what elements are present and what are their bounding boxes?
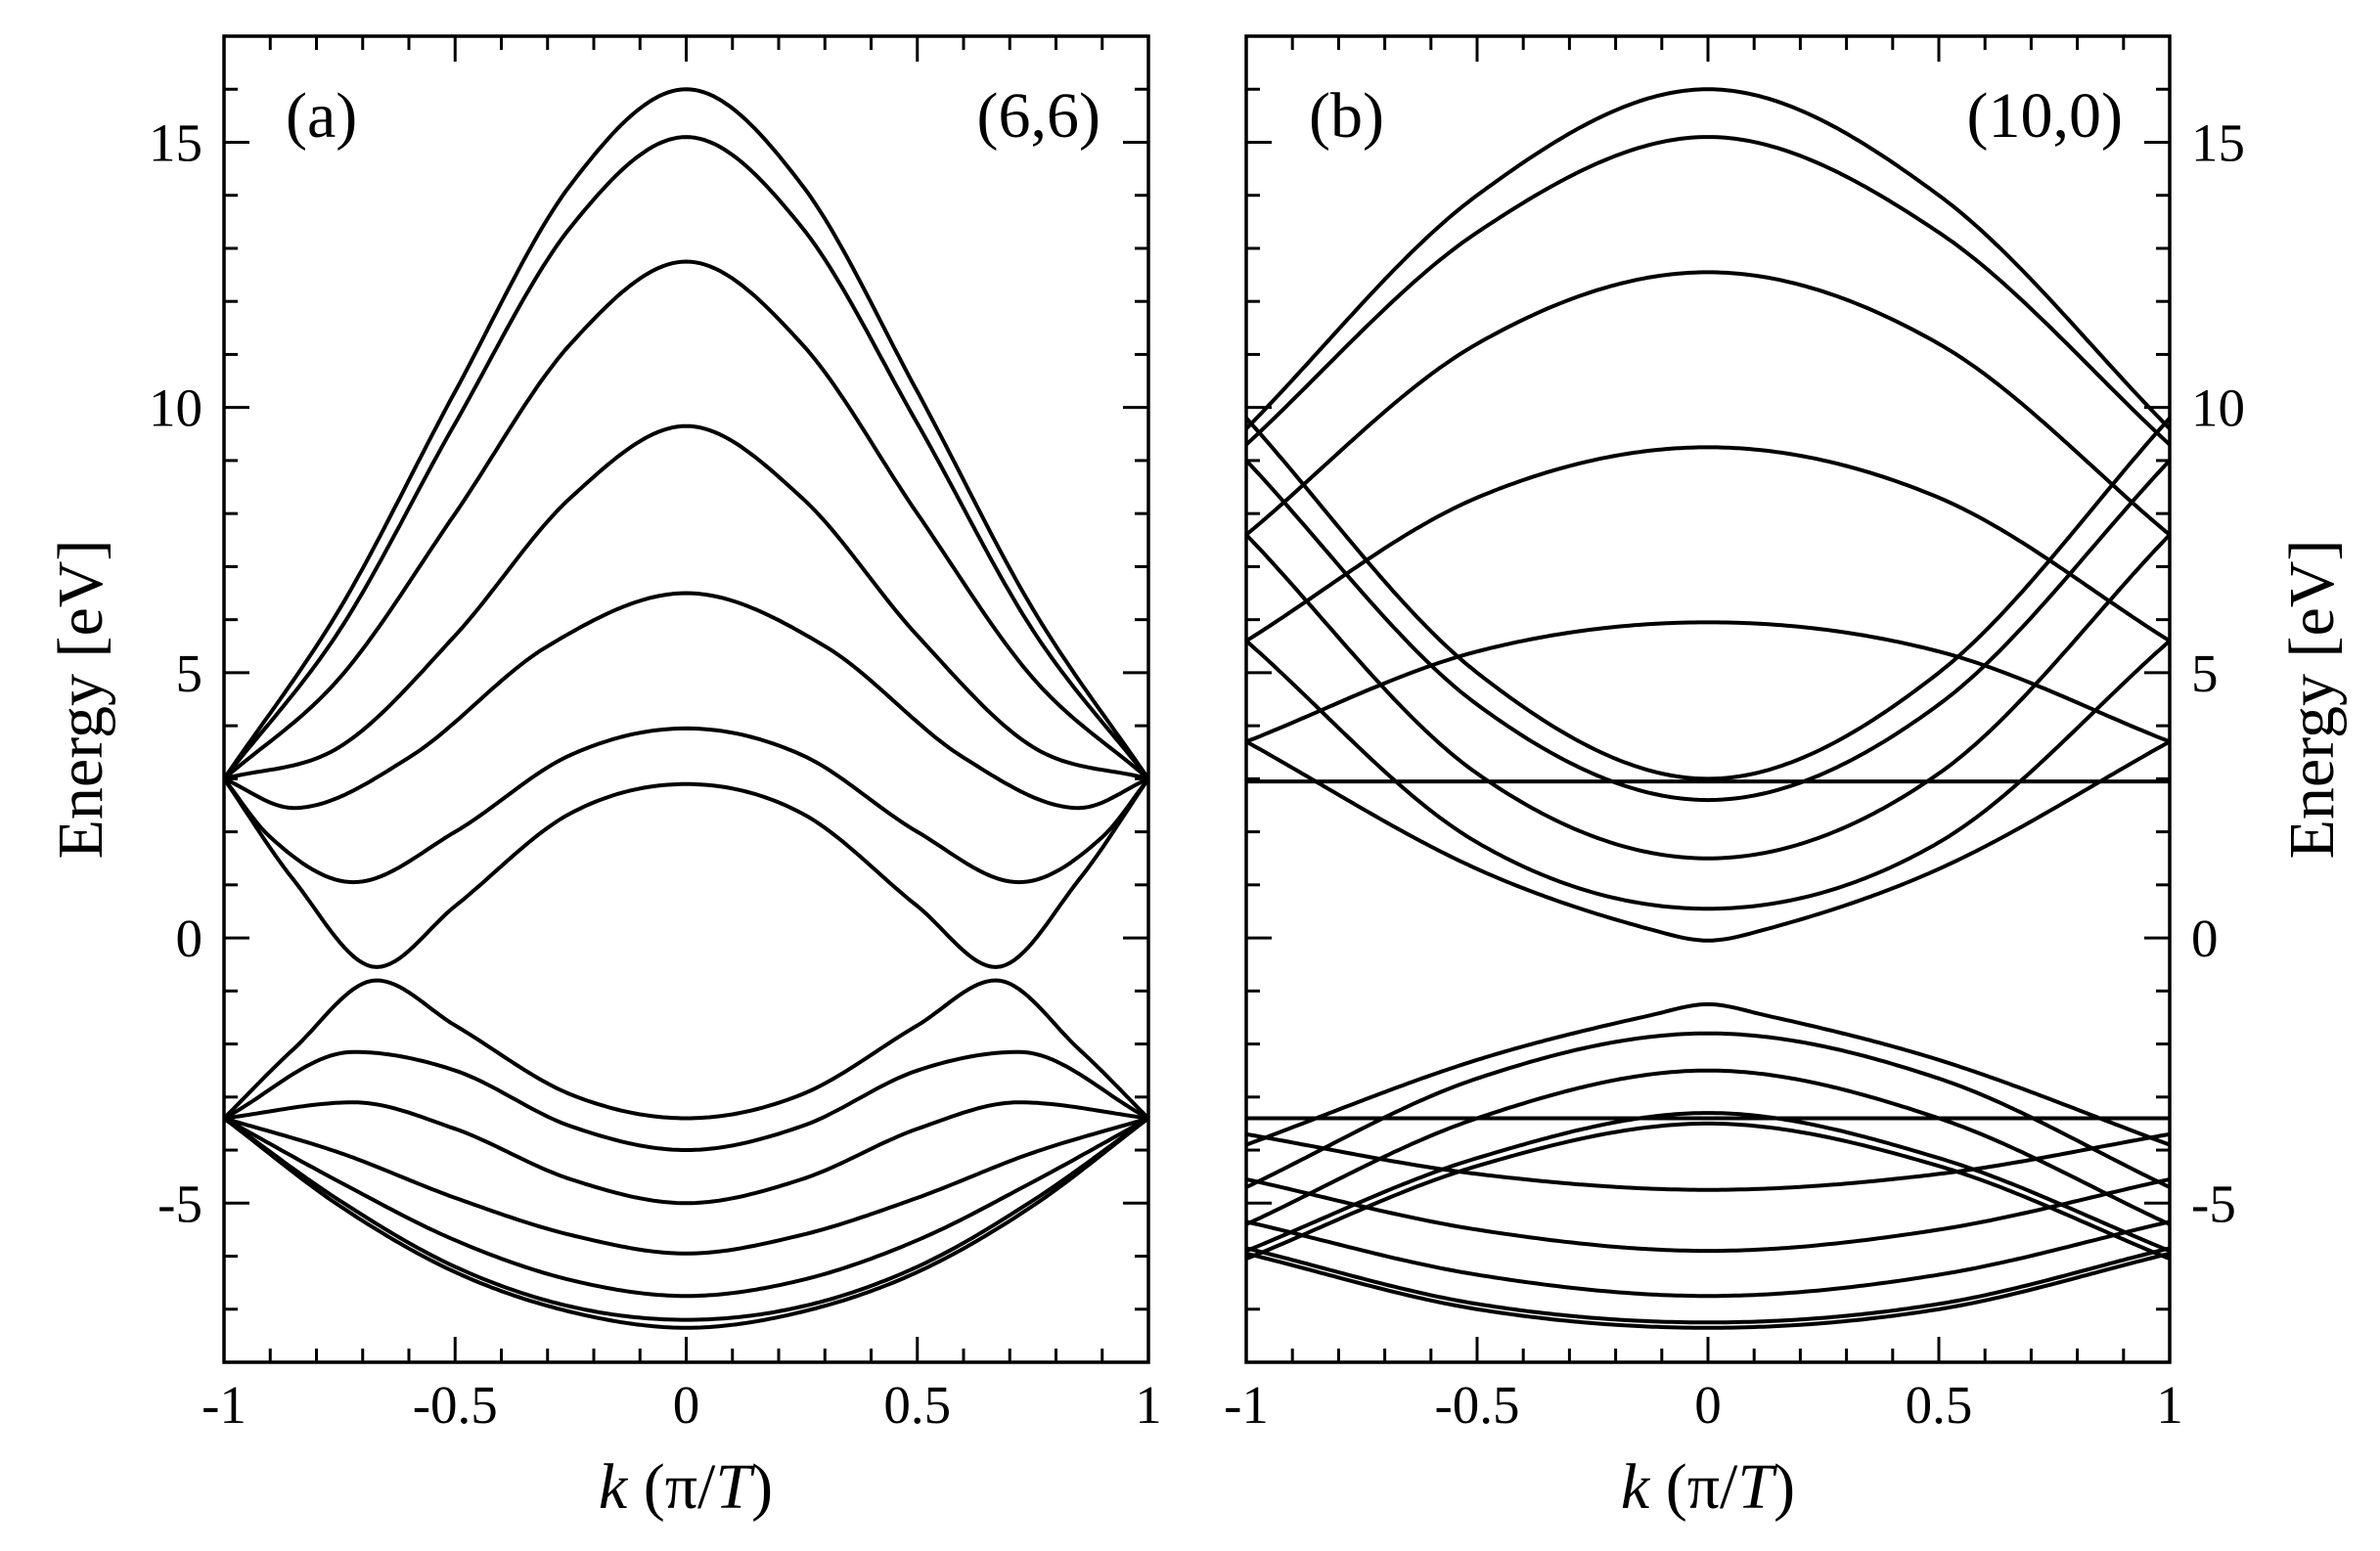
panel-a-xlabel-mid: (π/ bbox=[627, 1451, 716, 1523]
panel-b-xtick-label: 0.5 bbox=[1906, 1375, 1973, 1435]
panel-b-band-11 bbox=[1245, 1001, 2171, 1147]
panel-b-ytick-label: 10 bbox=[2191, 378, 2245, 438]
panel-b-zigzag-10-0: -1 -0.5 0 0.5 1 -5 0 5 10 15 (b) (10,0) Energy [e… bbox=[1224, 34, 2348, 1523]
panel-b-band-15 bbox=[1245, 1121, 2171, 1262]
panel-a-xtick-label: 0.5 bbox=[883, 1375, 951, 1435]
panel-b-band-17 bbox=[1245, 1176, 2171, 1254]
panel-b-xlabel: k (π/T) bbox=[1621, 1451, 1795, 1523]
panel-a-xtick-label: 1 bbox=[1135, 1375, 1162, 1435]
panel-b-xtick-label: 1 bbox=[2156, 1375, 2183, 1435]
panel-b-xlabel-close: ) bbox=[1774, 1451, 1795, 1523]
panel-b-band-19 bbox=[1245, 1246, 2171, 1325]
panel-b-band-2 bbox=[1244, 135, 2172, 447]
panel-b-band-16 bbox=[1245, 1131, 2171, 1192]
panel-b-band-12 bbox=[1245, 1031, 2171, 1189]
panel-a-xtick-label: 0 bbox=[673, 1375, 700, 1435]
panel-a-band-7 bbox=[222, 777, 1150, 969]
panel-b-band-4 bbox=[1244, 445, 2172, 643]
panel-b-band-13 bbox=[1245, 1068, 2171, 1226]
panel-b-xlabel-k: k bbox=[1621, 1451, 1651, 1523]
panel-b-frame bbox=[1244, 34, 2172, 1364]
panel-a-band-10 bbox=[223, 1100, 1149, 1206]
panel-b-band-9 bbox=[1244, 639, 2172, 911]
panel-b-band-5 bbox=[1245, 620, 2171, 744]
panel-a-band-13 bbox=[222, 1116, 1150, 1322]
panel-a-xlabel-T: T bbox=[715, 1451, 755, 1523]
panel-a-band-14 bbox=[222, 1116, 1150, 1330]
panel-a-band-2 bbox=[222, 135, 1150, 780]
panel-a-frame bbox=[222, 34, 1150, 1364]
panel-a-armchair-6-6: -1 -0.5 0 0.5 1 -5 0 5 10 15 (a) (6,6) Energy [eV… bbox=[45, 34, 1162, 1523]
panel-a-ticks: -1 -0.5 0 0.5 1 -5 0 5 10 15 bbox=[149, 34, 1162, 1435]
panel-b-ytick-label: 0 bbox=[2191, 908, 2219, 968]
panel-a-xlabel-k: k bbox=[599, 1451, 629, 1523]
panel-b-xtick-label: 0 bbox=[1694, 1375, 1722, 1435]
panel-a-xtick-label: -0.5 bbox=[413, 1375, 498, 1435]
panel-a-band-1 bbox=[222, 87, 1150, 780]
panel-b-ytick-label: -5 bbox=[2191, 1174, 2236, 1233]
panel-b-band-8 bbox=[1244, 533, 2172, 861]
panel-b-ytick-label: 5 bbox=[2191, 643, 2219, 703]
panel-a-band-4 bbox=[223, 423, 1149, 781]
panel-b-title: (10,0) bbox=[1967, 80, 2123, 152]
panel-b-xtick-label: -1 bbox=[1224, 1375, 1269, 1435]
panel-b-band-6 bbox=[1244, 417, 2172, 781]
panel-a-band-8 bbox=[222, 978, 1150, 1121]
panel-b-xtick-label: -0.5 bbox=[1434, 1375, 1519, 1435]
panel-a-band-5 bbox=[223, 591, 1149, 811]
panel-b-band-20 bbox=[1245, 1251, 2171, 1330]
panel-a-ylabel: Energy [eV] bbox=[45, 540, 116, 860]
panel-a-title: (6,6) bbox=[977, 80, 1100, 152]
panel-a-xlabel: k (π/T) bbox=[599, 1451, 773, 1523]
panel-a-ytick-label: 0 bbox=[176, 908, 203, 968]
panel-a-ytick-label: 5 bbox=[176, 643, 203, 703]
panel-b-band-10 bbox=[1245, 739, 2171, 943]
panel-a-xtick-label: -1 bbox=[202, 1375, 247, 1435]
panel-b-label: (b) bbox=[1309, 80, 1384, 152]
panel-b-bands bbox=[1244, 87, 2172, 1330]
panel-b-ylabel: Energy [eV] bbox=[2276, 540, 2348, 860]
panel-a-band-3 bbox=[222, 259, 1150, 780]
panel-a-ytick-label: -5 bbox=[157, 1174, 202, 1233]
panel-a-band-12 bbox=[223, 1116, 1149, 1299]
panel-a-band-11 bbox=[223, 1116, 1149, 1256]
panel-a-band-6 bbox=[222, 726, 1150, 885]
panel-b-band-1 bbox=[1244, 87, 2172, 430]
panel-b-band-3 bbox=[1244, 270, 2172, 537]
panel-b-band-14 bbox=[1245, 1111, 2171, 1253]
panel-b-xlabel-mid: (π/ bbox=[1649, 1451, 1738, 1523]
panel-a-ytick-label: 15 bbox=[149, 112, 202, 172]
panel-b-ytick-label: 15 bbox=[2191, 112, 2245, 172]
panel-b-band-7 bbox=[1244, 459, 2172, 803]
panel-a-ytick-label: 10 bbox=[149, 378, 202, 438]
panel-a-xlabel-close: ) bbox=[751, 1451, 773, 1523]
panel-b-band-18 bbox=[1245, 1219, 2171, 1299]
panel-a-label: (a) bbox=[286, 80, 357, 152]
panel-a-bands bbox=[222, 87, 1150, 1330]
panel-a-band-9 bbox=[223, 1049, 1149, 1152]
panel-b-xlabel-T: T bbox=[1737, 1451, 1777, 1523]
